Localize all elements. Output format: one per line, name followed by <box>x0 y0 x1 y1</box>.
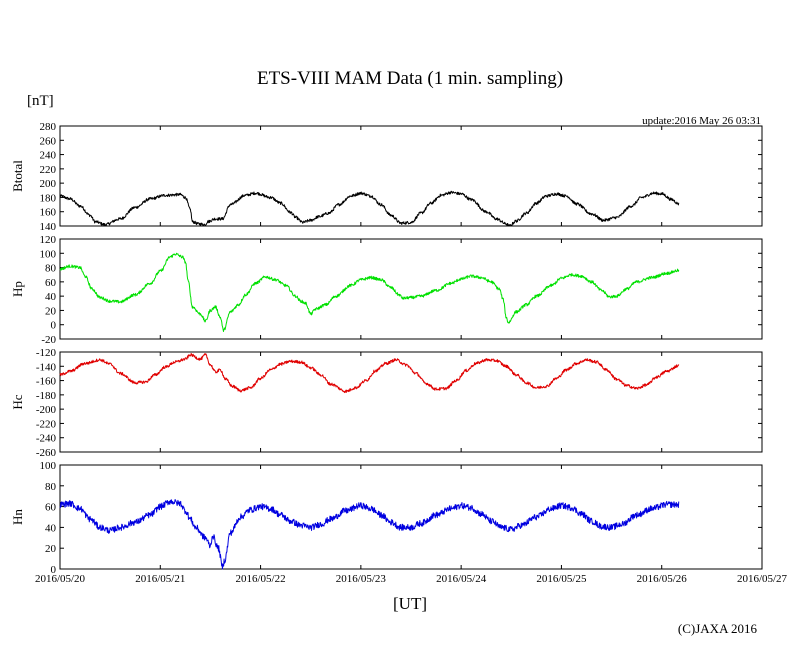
ytick-label: 20 <box>45 305 57 317</box>
ytick-label: 120 <box>40 234 57 246</box>
ytick-label: 40 <box>45 291 57 303</box>
panel-frame-hn <box>59 464 763 570</box>
xtick-label: 2016/05/22 <box>236 573 286 585</box>
ytick-label: -240 <box>36 433 57 445</box>
panel-ylabel-btotal: Btotal <box>10 160 25 192</box>
ytick-label: -20 <box>41 334 56 346</box>
ytick-label: 20 <box>45 543 57 555</box>
series-line-hp <box>59 252 680 333</box>
ytick-label: -140 <box>36 361 57 373</box>
xtick-label: 2016/05/25 <box>536 573 587 585</box>
ytick-label: -220 <box>36 418 57 430</box>
ytick-label: 140 <box>40 221 57 233</box>
ytick-label: 160 <box>40 207 57 219</box>
panels-group: 140160180200220240260280Btotal-200204060… <box>10 121 763 576</box>
panel-hn: 0 20 40 60 80 100 Hn <box>10 460 763 576</box>
ytick-label: 60 <box>45 502 57 514</box>
copyright-text: (C)JAXA 2016 <box>678 621 758 636</box>
ytick-label: -180 <box>36 390 57 402</box>
ytick-label: 0 <box>51 564 57 576</box>
ytick-label: 260 <box>40 135 57 147</box>
panel-ylabel-hp: Hp <box>10 281 25 297</box>
ytick-label: 240 <box>40 150 57 162</box>
ytick-label: 0 <box>51 320 57 332</box>
ytick-label: 280 <box>40 121 57 133</box>
ytick-label: 100 <box>40 248 57 260</box>
panel-hc: -260 -240 -220 -200 -180 -160 -140 -120 Hc <box>10 347 763 459</box>
ytick-label: -160 <box>36 376 57 388</box>
panel-frame-btotal <box>59 125 763 227</box>
xtick-label: 2016/05/27 <box>737 573 788 585</box>
ytick-label: 80 <box>45 263 57 275</box>
panel-ylabel-hc: Hc <box>10 394 25 409</box>
update-timestamp: update:2016 May 26 03:31 <box>642 115 761 127</box>
xtick-label: 2016/05/26 <box>637 573 688 585</box>
series-line-btotal <box>59 190 680 227</box>
series-line-hn <box>59 499 680 570</box>
panel-hp: -20 0 20 40 60 80 100 120 Hp <box>10 234 763 346</box>
ytick-label: 100 <box>40 460 57 472</box>
panel-frame-hp <box>59 238 763 340</box>
ytick-label: -200 <box>36 404 57 416</box>
panel-ylabel-hn: Hn <box>10 509 25 525</box>
ytick-label: 80 <box>45 481 57 493</box>
xtick-label: 2016/05/23 <box>336 573 387 585</box>
series-line-hc <box>59 353 680 394</box>
xtick-label: 2016/05/20 <box>35 573 86 585</box>
ytick-label: -260 <box>36 447 57 459</box>
panel-btotal: 140 160 180 200 220 240 260 280 Btotal <box>10 121 763 233</box>
xtick-label: 2016/05/21 <box>135 573 185 585</box>
ytick-label: 60 <box>45 277 57 289</box>
xtick-label: 2016/05/24 <box>436 573 487 585</box>
ytick-label: 220 <box>40 164 57 176</box>
unit-label: [nT] <box>27 93 54 109</box>
ytick-label: 180 <box>40 192 57 204</box>
panel-frame-hc <box>59 351 763 453</box>
ytick-label: 200 <box>40 178 57 190</box>
ytick-label: 40 <box>45 522 57 534</box>
x-axis-label: [UT] <box>393 594 427 613</box>
ytick-label: -120 <box>36 347 57 359</box>
chart-title: ETS-VIII MAM Data (1 min. sampling) <box>257 68 563 89</box>
x-axis: 2016/05/20 2016/05/21 2016/05/22 2016/05/23… <box>35 573 788 585</box>
